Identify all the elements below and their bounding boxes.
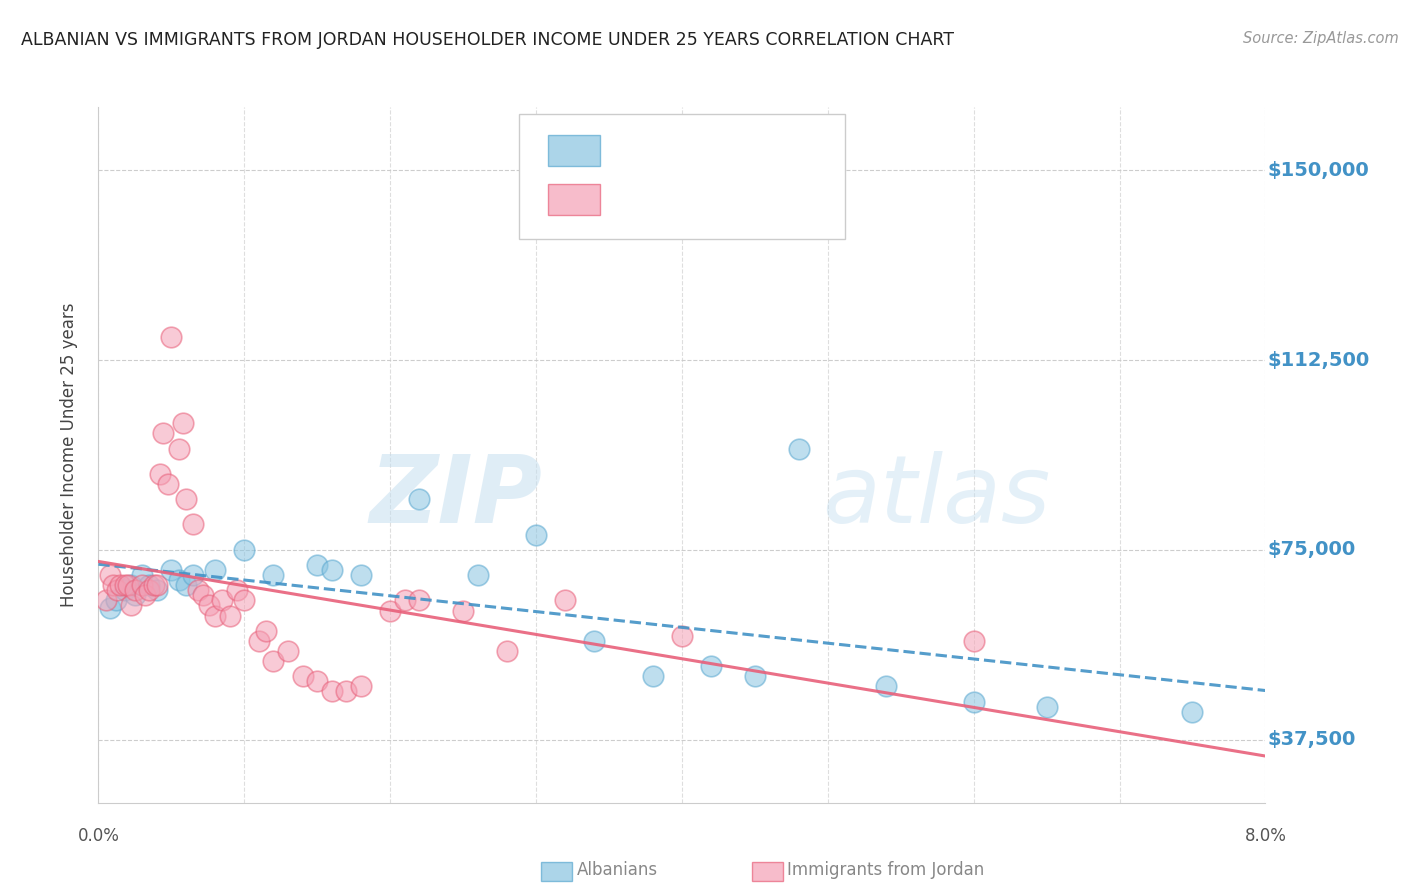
Point — [350, 568, 373, 582]
Point — [875, 680, 897, 694]
Point — [204, 608, 226, 623]
Point — [142, 578, 165, 592]
Point — [104, 593, 127, 607]
Point — [114, 583, 136, 598]
Point — [218, 608, 240, 623]
Point — [277, 644, 299, 658]
Text: ZIP: ZIP — [368, 450, 541, 542]
Text: $150,000: $150,000 — [1268, 161, 1369, 180]
Text: ALBANIAN VS IMMIGRANTS FROM JORDAN HOUSEHOLDER INCOME UNDER 25 YEARS CORRELATION: ALBANIAN VS IMMIGRANTS FROM JORDAN HOUSE… — [21, 31, 955, 49]
Point — [146, 583, 169, 598]
FancyBboxPatch shape — [548, 184, 600, 215]
Point — [1035, 699, 1057, 714]
Point — [160, 330, 183, 344]
Point — [138, 578, 160, 592]
Point — [172, 417, 194, 431]
Point — [181, 568, 204, 582]
Text: $112,500: $112,500 — [1268, 351, 1369, 369]
Point — [124, 583, 146, 598]
Text: $75,000: $75,000 — [1268, 541, 1355, 559]
Point — [120, 578, 142, 592]
Point — [181, 517, 204, 532]
Point — [394, 593, 416, 607]
Text: $37,500: $37,500 — [1268, 730, 1357, 749]
Point — [134, 588, 156, 602]
Point — [110, 578, 132, 592]
Point — [254, 624, 277, 638]
Point — [193, 588, 215, 602]
Point — [671, 629, 693, 643]
Text: Immigrants from Jordan: Immigrants from Jordan — [787, 861, 984, 879]
Point — [146, 578, 169, 592]
Point — [233, 593, 256, 607]
Point — [962, 695, 984, 709]
Point — [101, 578, 124, 592]
Point — [291, 669, 314, 683]
Point — [226, 583, 249, 598]
Point — [335, 684, 357, 698]
Point — [117, 578, 139, 592]
Point — [378, 603, 402, 617]
Point — [157, 477, 180, 491]
Point — [262, 654, 284, 668]
Point — [233, 542, 256, 557]
FancyBboxPatch shape — [519, 114, 845, 239]
Point — [583, 633, 606, 648]
Text: Albanians: Albanians — [576, 861, 658, 879]
Point — [700, 659, 723, 673]
Point — [321, 563, 343, 577]
Point — [160, 563, 183, 577]
Point — [408, 492, 430, 507]
Point — [496, 644, 519, 658]
Point — [94, 593, 117, 607]
Point — [787, 442, 810, 456]
Text: Source: ZipAtlas.com: Source: ZipAtlas.com — [1243, 31, 1399, 46]
Point — [451, 603, 474, 617]
Point — [262, 568, 284, 582]
Point — [124, 588, 146, 602]
Point — [149, 467, 172, 481]
Point — [211, 593, 233, 607]
Point — [174, 492, 197, 507]
Point — [744, 669, 766, 683]
Point — [198, 599, 221, 613]
Text: 8.0%: 8.0% — [1244, 827, 1286, 845]
Point — [554, 593, 576, 607]
Text: 0.0%: 0.0% — [77, 827, 120, 845]
Point — [114, 578, 136, 592]
Point — [350, 680, 373, 694]
Point — [120, 599, 142, 613]
Point — [641, 669, 664, 683]
Point — [131, 568, 153, 582]
Point — [247, 633, 270, 648]
Point — [98, 568, 121, 582]
Point — [307, 558, 329, 572]
Point — [1181, 705, 1204, 719]
Point — [962, 633, 984, 648]
Point — [138, 583, 160, 598]
Y-axis label: Householder Income Under 25 years: Householder Income Under 25 years — [59, 302, 77, 607]
Point — [167, 573, 190, 587]
Point — [105, 583, 128, 598]
Point — [467, 568, 489, 582]
Point — [524, 527, 547, 541]
Point — [131, 578, 153, 592]
Point — [307, 674, 329, 689]
Point — [174, 578, 197, 592]
Point — [187, 583, 209, 598]
Text: R = 0.030   N = 27: R = 0.030 N = 27 — [617, 141, 801, 159]
Point — [408, 593, 430, 607]
Point — [152, 426, 174, 441]
Text: atlas: atlas — [823, 451, 1050, 542]
Point — [321, 684, 343, 698]
Point — [204, 563, 226, 577]
FancyBboxPatch shape — [548, 135, 600, 166]
Point — [98, 601, 121, 615]
Point — [167, 442, 190, 456]
Text: R = 0.042   N = 47: R = 0.042 N = 47 — [617, 190, 801, 208]
